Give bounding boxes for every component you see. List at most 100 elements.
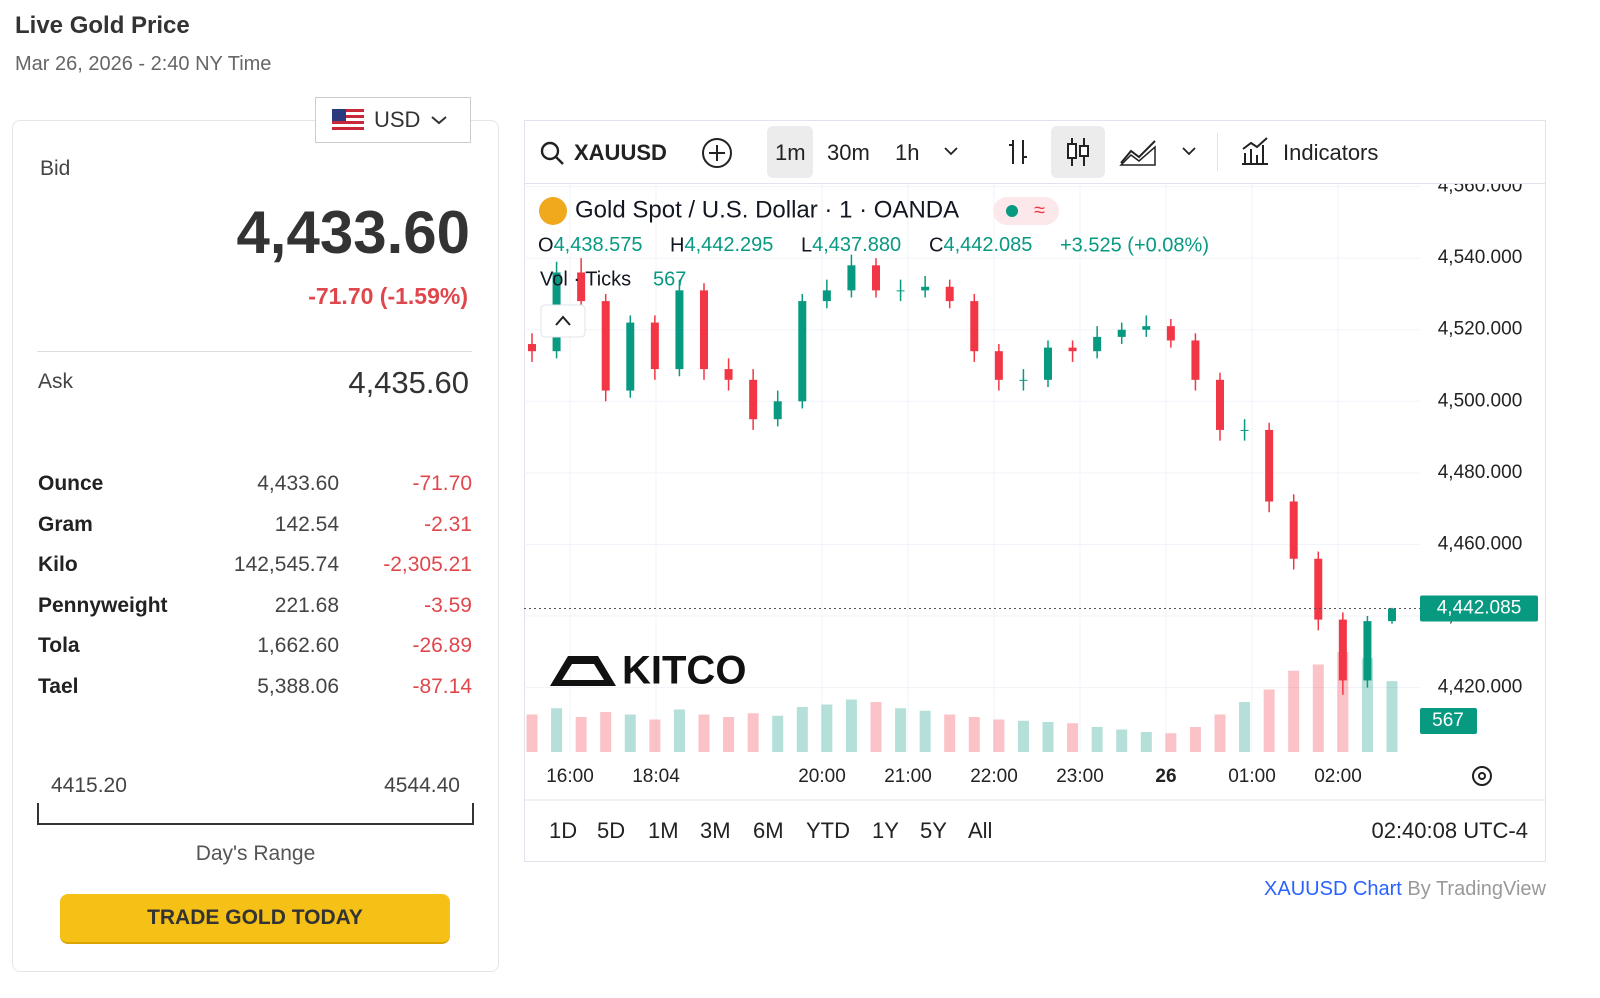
unit-price: 5,388.06: [257, 675, 339, 698]
volume-bar: [1017, 720, 1029, 752]
range-high: 4544.40: [384, 774, 460, 797]
add-symbol[interactable]: [700, 136, 734, 170]
volume-bar: [1288, 670, 1300, 752]
unit-change: -2.31: [424, 513, 472, 536]
currency-select[interactable]: USD: [315, 97, 471, 143]
unit-price: 4,433.60: [257, 472, 339, 495]
ask-price: 4,435.60: [348, 365, 469, 400]
period-button[interactable]: 3M: [700, 818, 731, 843]
candle-body: [675, 290, 684, 370]
candle-body: [601, 301, 610, 391]
status-dot: [1006, 205, 1018, 217]
candle-body: [528, 344, 536, 352]
candle-body: [994, 351, 1003, 380]
ohlc-item: L4,437.880: [801, 234, 901, 256]
volume-bar: [649, 719, 661, 752]
volume-bar: [895, 708, 907, 752]
y-tick-label: 4,500.000: [1438, 390, 1523, 411]
attribution-link[interactable]: XAUUSD Chart: [1264, 878, 1402, 900]
unit-price: 1,662.60: [257, 634, 339, 657]
indicators[interactable]: Indicators: [1283, 140, 1379, 165]
us-flag: [332, 109, 364, 131]
ohlc-value: 4,442.295: [684, 234, 773, 256]
volume-bar: [821, 704, 833, 752]
ohlc-value: 4,437.880: [812, 234, 901, 256]
unit-row: Gram 142.54 -2.31: [38, 513, 472, 543]
volume-bar: [1214, 714, 1226, 752]
interval[interactable]: 1m: [775, 140, 806, 165]
unit-name: Ounce: [38, 472, 104, 495]
chart-card: [524, 120, 1546, 862]
search-icon: [540, 141, 564, 165]
status-pill: [993, 197, 1059, 225]
candle-body: [847, 265, 856, 291]
candle-body: [1216, 379, 1224, 430]
volume-tag: [1420, 708, 1477, 734]
x-tick-label: 16:00: [546, 766, 594, 787]
last-price-label: 4,442.085: [1437, 598, 1522, 619]
volume-bar: [1361, 658, 1373, 752]
chevron[interactable]: [1181, 145, 1197, 157]
legend-title: Gold Spot / U.S. Dollar · 1 · OANDA: [575, 196, 959, 223]
gold-icon: [539, 197, 567, 225]
symbol[interactable]: XAUUSD: [574, 140, 666, 165]
volume-bar: [1067, 723, 1079, 752]
x-tick-label: 02:00: [1314, 766, 1362, 787]
volume-bar: [723, 717, 735, 752]
period-button[interactable]: 1Y: [872, 818, 899, 843]
volume-bar: [624, 714, 636, 752]
ohlc-item: C4,442.085: [929, 234, 1032, 256]
unit-row: Tola 1,662.60 -26.89: [38, 634, 472, 664]
candle-body: [700, 290, 708, 370]
volume-bar: [1116, 729, 1128, 752]
unit-change: -3.59: [424, 594, 472, 617]
unit-price: 221.68: [274, 594, 339, 617]
collapse-icon: [555, 315, 571, 326]
indicators-icon[interactable]: [1239, 135, 1271, 167]
candle-body: [1338, 619, 1347, 681]
period-button[interactable]: YTD: [806, 818, 850, 843]
candle-body: [1289, 501, 1298, 559]
candle-body: [724, 369, 733, 380]
chevron: [431, 116, 448, 125]
range-low: 4415.20: [51, 774, 127, 797]
y-tick-label: 4,520.000: [1438, 319, 1523, 340]
volume-bar: [1239, 702, 1251, 752]
volume-bar: [526, 714, 538, 752]
y-tick-label: 4,420.000: [1438, 677, 1523, 698]
area-icon[interactable]: [1119, 137, 1159, 167]
candle-body: [798, 301, 807, 402]
trade-button[interactable]: TRADE GOLD TODAY: [60, 894, 450, 944]
period-button[interactable]: 1M: [648, 818, 679, 843]
interval[interactable]: 1h: [895, 140, 920, 165]
bid-change: -71.70 (-1.59%): [308, 283, 468, 309]
candle-body: [626, 322, 635, 391]
volume-bar: [772, 715, 784, 752]
candle-body: [577, 272, 586, 302]
period-button[interactable]: 6M: [753, 818, 784, 843]
candle-body: [1265, 429, 1274, 502]
chevron[interactable]: [943, 145, 959, 157]
candles-icon[interactable]: [1063, 136, 1093, 168]
volume-bar: [845, 699, 857, 752]
period-button[interactable]: 5D: [597, 818, 626, 843]
legend: Gold Spot / U.S. Dollar · 1 · OANDA ≈ O4,4…: [538, 196, 1209, 338]
collapse-button: [540, 304, 586, 338]
volume-label: Vol · Ticks: [540, 268, 631, 290]
volume-bar: [1263, 689, 1275, 752]
volume-bar: [673, 709, 685, 752]
candle-body: [872, 265, 880, 291]
period-button[interactable]: 5Y: [920, 818, 947, 843]
currency: USD: [374, 107, 421, 132]
separator: [1217, 133, 1218, 171]
volume-bar: [796, 707, 808, 752]
volume-bar: [1140, 732, 1152, 752]
period-button[interactable]: 1D: [549, 818, 578, 843]
candle-body: [921, 286, 930, 291]
interval[interactable]: 30m: [827, 140, 870, 165]
period-button[interactable]: All: [968, 818, 993, 843]
volume-value: 567: [653, 268, 686, 290]
bars-icon[interactable]: [1003, 137, 1033, 167]
attribution: XAUUSD Chart By TradingView: [1264, 878, 1546, 901]
